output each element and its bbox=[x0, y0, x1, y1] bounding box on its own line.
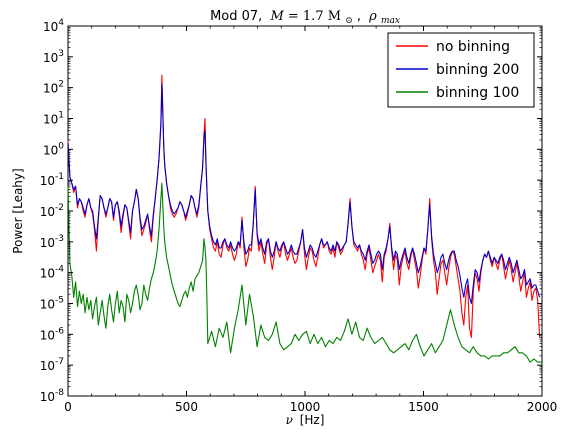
y-tick-label: 10-7 bbox=[40, 357, 64, 373]
y-tick-label: 10-5 bbox=[40, 296, 64, 312]
x-axis-unit: [Hz] bbox=[300, 413, 325, 427]
legend-label-no-binning: no binning bbox=[436, 39, 510, 55]
legend: no binning binning 200 binning 100 bbox=[387, 32, 535, 108]
y-tick-label: 10-1 bbox=[40, 172, 64, 188]
x-tick-label: 1000 bbox=[290, 400, 321, 414]
title-mass-sub: ⊙ bbox=[345, 16, 353, 26]
legend-box bbox=[387, 32, 535, 108]
y-tick-label: 10-4 bbox=[40, 265, 65, 281]
y-tick-label: 100 bbox=[43, 141, 64, 157]
y-axis-label: Power [Leahy] bbox=[11, 168, 25, 253]
title-prefix: Mod 07, bbox=[210, 9, 262, 24]
x-axis-label: ν [Hz] bbox=[286, 413, 325, 427]
y-tick-label: 10-3 bbox=[40, 234, 64, 250]
legend-label-binning-100: binning 100 bbox=[436, 85, 519, 101]
x-tick-label: 1500 bbox=[408, 400, 439, 414]
y-tick-label: 101 bbox=[43, 111, 64, 127]
x-tick-label: 500 bbox=[175, 400, 198, 414]
x-tick-label: 0 bbox=[64, 400, 72, 414]
y-tick-label: 102 bbox=[43, 80, 64, 96]
y-tick-label: 10-8 bbox=[40, 388, 65, 404]
series-line-binning-100 bbox=[67, 182, 542, 363]
title-mass-symbol: M bbox=[269, 9, 284, 24]
tick-layer: 0 500 1000 1500 2000 10-8 10-7 10-6 10-5 10-4 10-3… bbox=[40, 18, 558, 414]
title-rho-sub: max bbox=[381, 16, 400, 26]
title-comma: , bbox=[357, 9, 361, 24]
chart-title: Mod 07, M = 1.7 M ⊙ , ρ max bbox=[210, 9, 400, 27]
series-line-binning-200 bbox=[67, 84, 541, 305]
y-tick-label: 104 bbox=[43, 18, 64, 34]
series-layer bbox=[67, 74, 542, 363]
y-tick-label: 103 bbox=[43, 49, 64, 65]
title-rho: ρ bbox=[368, 9, 377, 24]
x-axis-symbol: ν bbox=[286, 413, 293, 427]
y-tick-label: 10-6 bbox=[40, 326, 65, 342]
y-tick-label: 10-2 bbox=[40, 203, 64, 219]
title-mass-value: = 1.7 M bbox=[288, 9, 341, 24]
x-tick-label: 2000 bbox=[527, 400, 558, 414]
legend-label-binning-200: binning 200 bbox=[436, 62, 519, 78]
